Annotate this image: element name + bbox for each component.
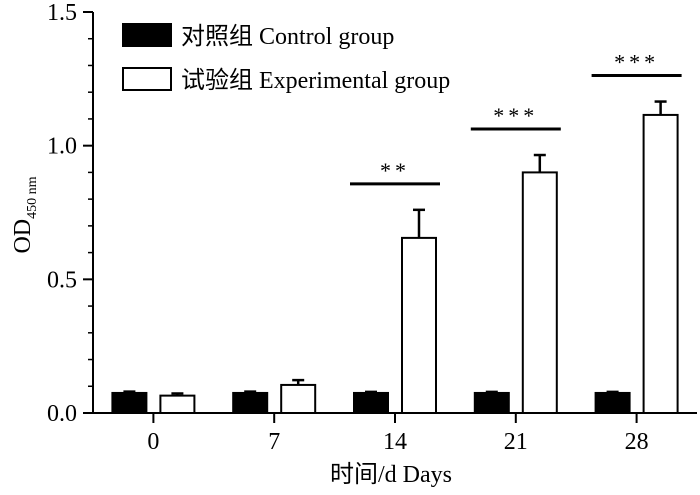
bar-control xyxy=(473,391,510,415)
x-tick-label: 7 xyxy=(268,429,280,455)
y-tick-label: 0.0 xyxy=(47,401,77,427)
significance-label: *** xyxy=(493,103,538,128)
bar-control xyxy=(353,391,389,415)
bar-control xyxy=(232,391,269,415)
bar-control xyxy=(111,391,148,415)
legend-swatch xyxy=(122,67,172,91)
y-axis-title-main: OD xyxy=(10,219,36,254)
x-tick-label: 14 xyxy=(383,429,407,455)
bars xyxy=(111,100,679,415)
x-tick-label: 0 xyxy=(147,429,159,455)
bar-control xyxy=(594,391,631,415)
bar-experimental xyxy=(401,236,437,414)
x-tick-label: 21 xyxy=(504,429,528,455)
y-axis-title: OD450 nm xyxy=(10,176,40,253)
x-tick-label: 28 xyxy=(625,429,649,455)
legend-swatch xyxy=(122,23,172,47)
bar-experimental xyxy=(521,171,558,414)
legend: 对照组 Control group 试验组 Experimental group xyxy=(122,23,450,94)
bar-experimental xyxy=(642,113,679,414)
significance-markers: ******** xyxy=(350,50,682,186)
bar-experimental xyxy=(280,383,317,414)
significance-label: *** xyxy=(614,50,659,75)
y-axis: 0.0 0.5 1.0 1.5 xyxy=(47,0,94,427)
y-tick-label: 1.5 xyxy=(47,0,77,26)
y-tick-label: 0.5 xyxy=(47,267,77,293)
x-axis-title: 时间/d Days xyxy=(330,461,452,488)
legend-label: 对照组 Control group xyxy=(181,23,394,50)
legend-label: 试验组 Experimental group xyxy=(181,67,450,94)
y-axis-title-subscript: 450 nm xyxy=(25,176,40,219)
significance-label: ** xyxy=(380,158,410,183)
x-axis: 0 7 14 21 28 xyxy=(93,412,697,455)
y-tick-label: 1.0 xyxy=(47,134,77,160)
bar-experimental xyxy=(159,394,196,414)
